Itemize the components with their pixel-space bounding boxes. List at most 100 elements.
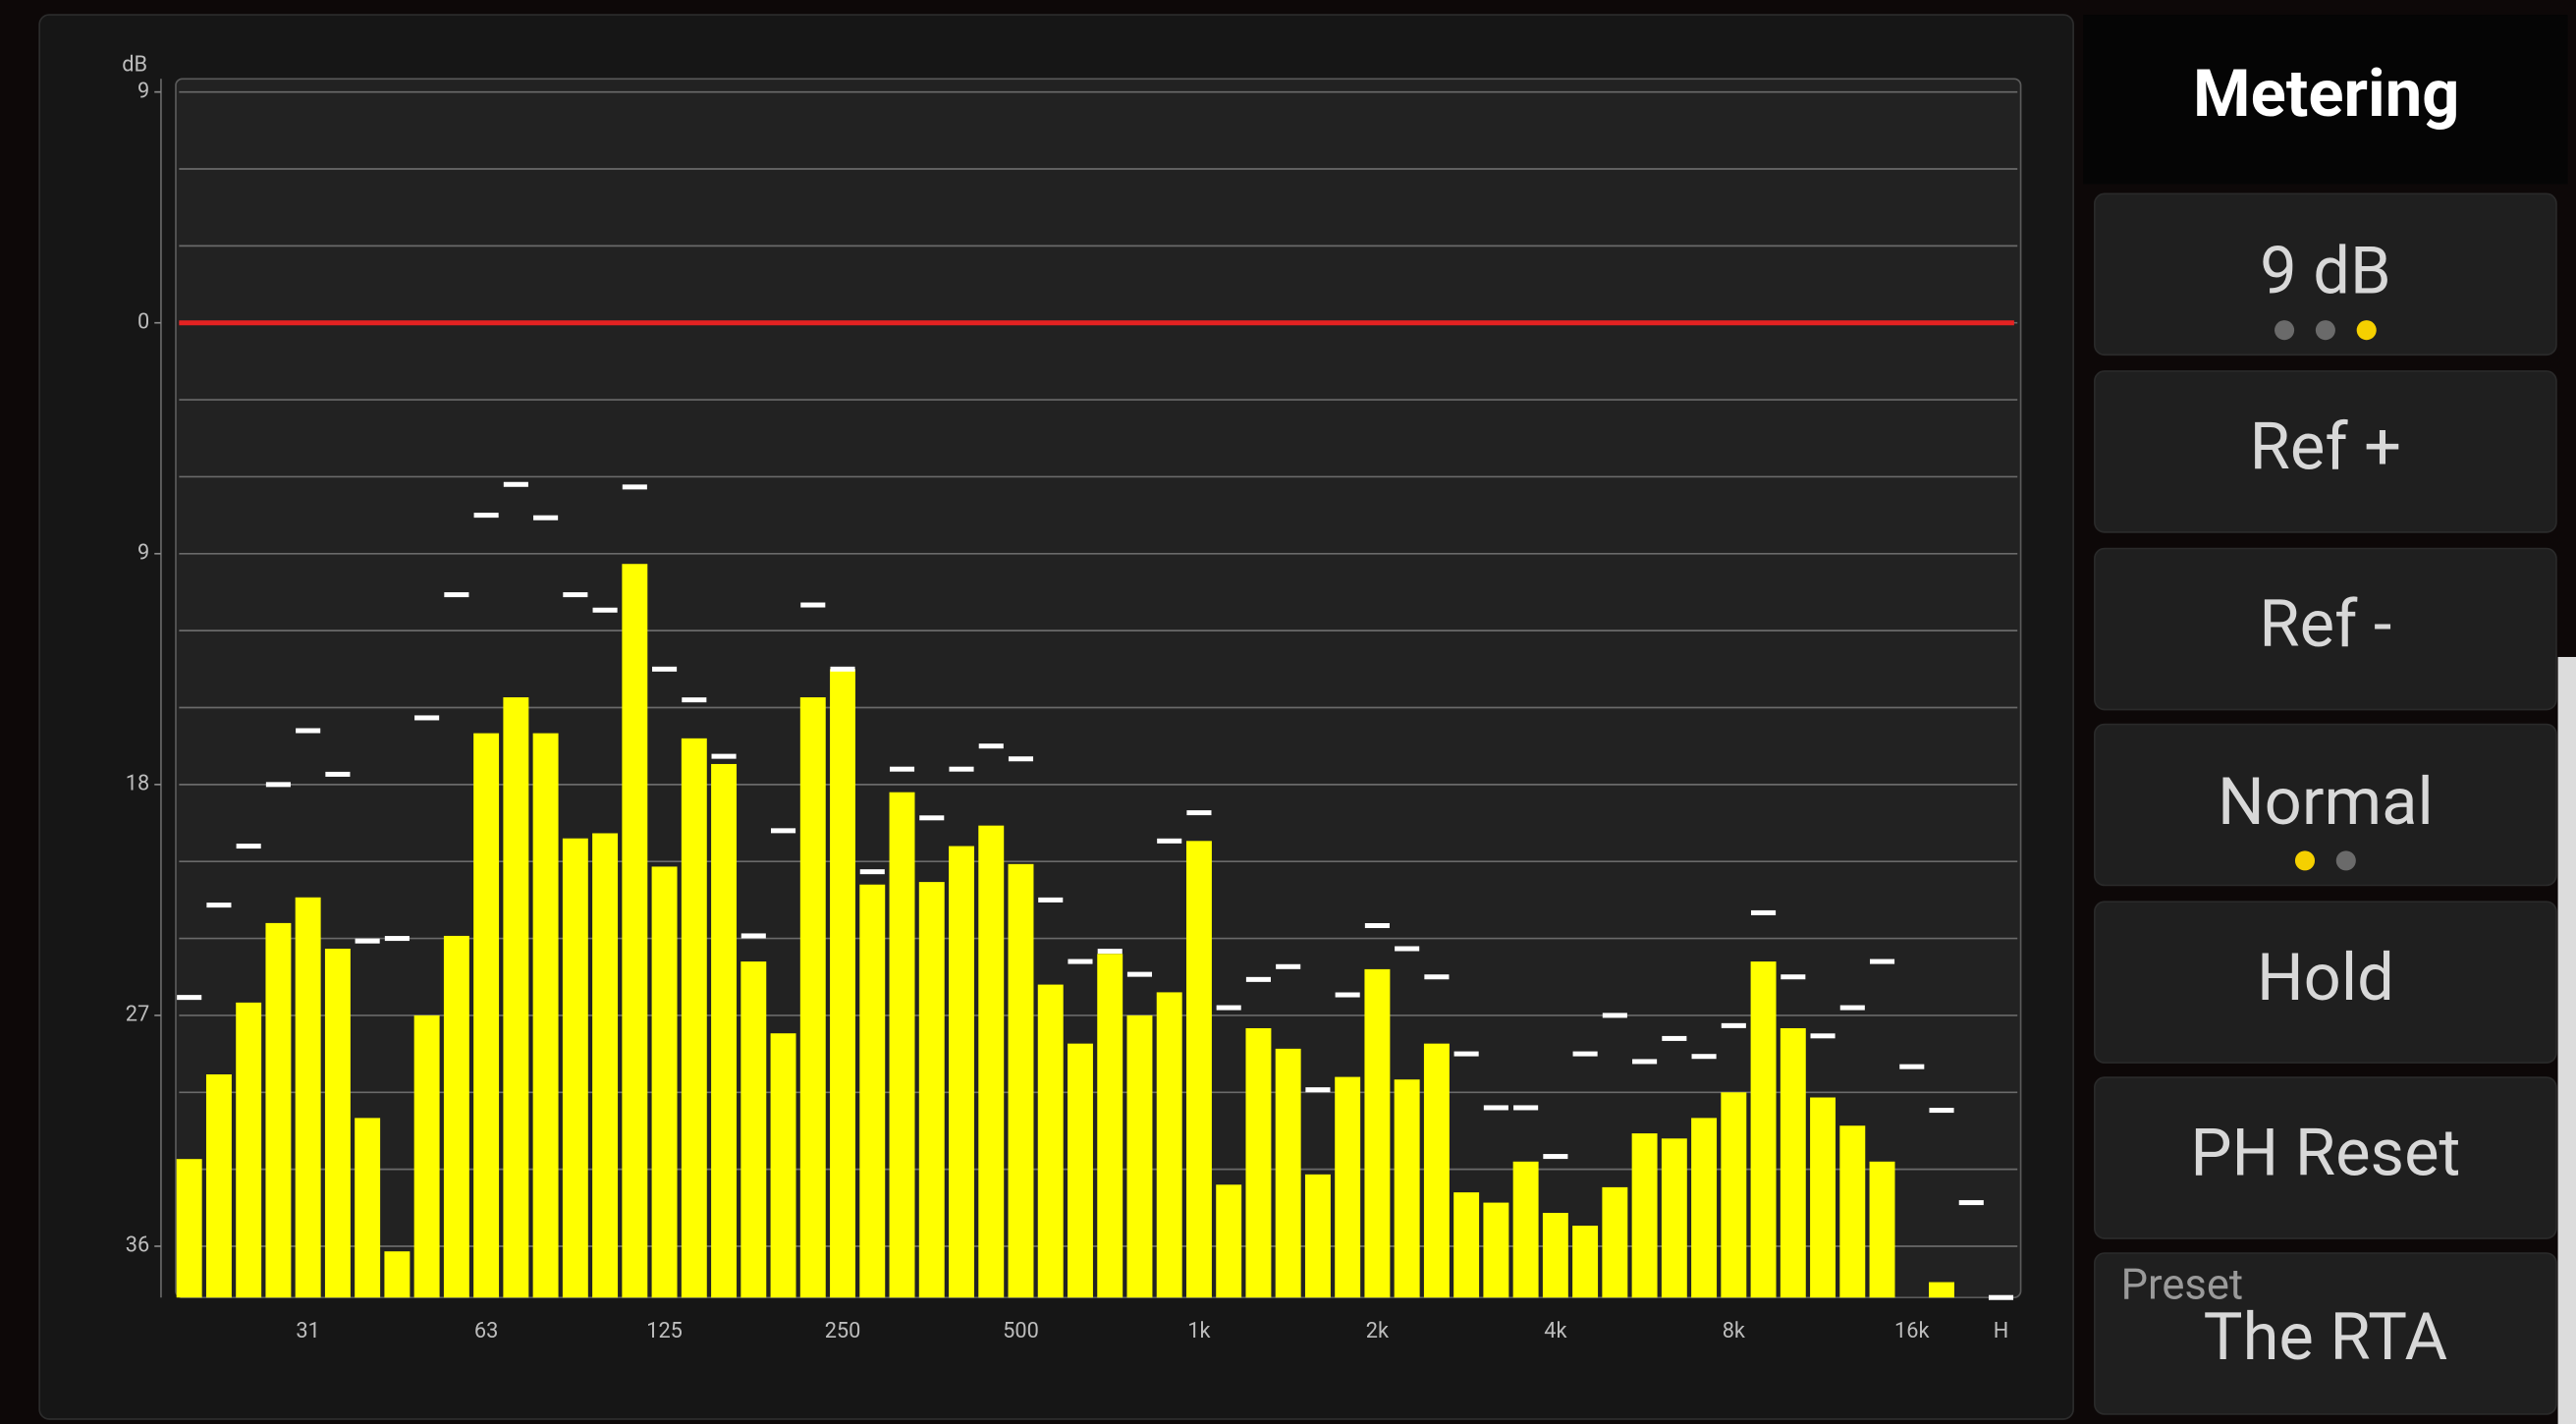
button-label[interactable]: Hold [2257, 940, 2394, 1016]
bar [622, 564, 648, 1298]
bar [443, 935, 469, 1298]
peak-hold [1453, 1051, 1479, 1057]
x-tick-label: 1k [1187, 1319, 1210, 1343]
button-label[interactable]: Ref - [2259, 586, 2391, 663]
bar [384, 1251, 411, 1298]
bar [1780, 1027, 1806, 1298]
y-tick-label: 18 [126, 772, 149, 796]
bar [265, 922, 292, 1298]
bar [1037, 984, 1064, 1298]
bar [532, 733, 559, 1298]
bar [1126, 1014, 1153, 1298]
button[interactable] [2094, 1076, 2557, 1239]
button[interactable] [2094, 370, 2557, 533]
button-label[interactable]: Normal [2218, 764, 2434, 841]
peak-hold [652, 666, 678, 672]
peak-hold [1216, 1005, 1241, 1011]
peak-hold [1632, 1059, 1658, 1065]
x-tick-label: 63 [474, 1319, 498, 1343]
peak-hold [1483, 1105, 1508, 1111]
button[interactable] [2094, 192, 2557, 356]
peak-hold [1157, 838, 1182, 844]
bar [830, 669, 855, 1298]
indicator-dot [2335, 850, 2356, 871]
y-unit: dB [122, 53, 147, 78]
peak-hold [1364, 922, 1390, 929]
preset-button[interactable] [2094, 1252, 2557, 1415]
bar [205, 1073, 232, 1298]
bar [711, 763, 738, 1298]
button[interactable] [2094, 547, 2557, 711]
peak-hold [1899, 1064, 1925, 1069]
bar [1512, 1161, 1539, 1298]
bar [1245, 1027, 1272, 1298]
bar [592, 833, 619, 1298]
button[interactable] [2094, 723, 2557, 887]
x-tick-label: 8k [1723, 1319, 1745, 1343]
bar [889, 792, 915, 1298]
peak-hold [265, 782, 291, 788]
bar [1691, 1118, 1718, 1298]
peak-hold [622, 484, 647, 490]
button-label[interactable]: 9 dB [2260, 234, 2391, 310]
peak-hold [978, 743, 1004, 749]
y-tick-label: 0 [137, 309, 149, 334]
bar [1483, 1202, 1509, 1298]
bar [681, 738, 707, 1298]
x-tick-label: H [1994, 1319, 2009, 1343]
peak-hold [206, 903, 232, 908]
bar [1423, 1043, 1450, 1298]
peak-hold [949, 766, 974, 772]
peak-hold [503, 481, 528, 487]
bar [1750, 961, 1777, 1298]
bar [1631, 1133, 1658, 1298]
peak-hold [1513, 1105, 1539, 1111]
peak-hold [473, 513, 499, 519]
x-tick-label: 16k [1894, 1319, 1929, 1343]
bar [1661, 1138, 1687, 1298]
bar [503, 697, 529, 1298]
bar [1097, 954, 1124, 1298]
peak-hold [414, 715, 440, 721]
x-tick-label: 125 [646, 1319, 683, 1343]
peak-hold [1958, 1200, 1984, 1206]
peak-hold [682, 697, 707, 703]
bar [295, 897, 321, 1298]
x-tick-label: 31 [296, 1319, 319, 1343]
peak-hold [1395, 946, 1420, 952]
bar [1008, 863, 1034, 1298]
button[interactable] [2094, 901, 2557, 1064]
y-tick-label: 36 [126, 1233, 149, 1258]
bar [1572, 1226, 1599, 1298]
bar [1364, 968, 1391, 1298]
peak-hold [1839, 1005, 1865, 1011]
bar [1810, 1097, 1836, 1298]
bar [1453, 1192, 1480, 1298]
bar [1869, 1161, 1895, 1298]
button-label[interactable]: PH Reset [2190, 1116, 2460, 1192]
peak-hold [1097, 949, 1123, 955]
bar [770, 1033, 796, 1298]
bar [355, 1118, 381, 1298]
peak-hold [1008, 756, 1034, 762]
peak-hold [1810, 1033, 1836, 1039]
preset-name[interactable]: The RTA [2204, 1299, 2447, 1376]
peak-hold [1662, 1035, 1687, 1041]
peak-hold [1424, 974, 1450, 980]
bar [236, 1002, 262, 1298]
peak-hold [1068, 958, 1093, 964]
peak-hold [1245, 976, 1271, 982]
peak-hold [919, 815, 945, 821]
peak-hold [325, 771, 351, 777]
peak-hold [711, 753, 737, 759]
peak-hold [1602, 1013, 1627, 1018]
peak-hold [1543, 1154, 1568, 1160]
bar [1335, 1076, 1361, 1298]
peak-hold [296, 728, 321, 734]
button-label[interactable]: Ref + [2250, 410, 2402, 486]
bar [949, 846, 974, 1298]
x-tick-label: 4k [1544, 1319, 1566, 1343]
bar [978, 825, 1005, 1298]
peak-hold [1276, 963, 1301, 969]
